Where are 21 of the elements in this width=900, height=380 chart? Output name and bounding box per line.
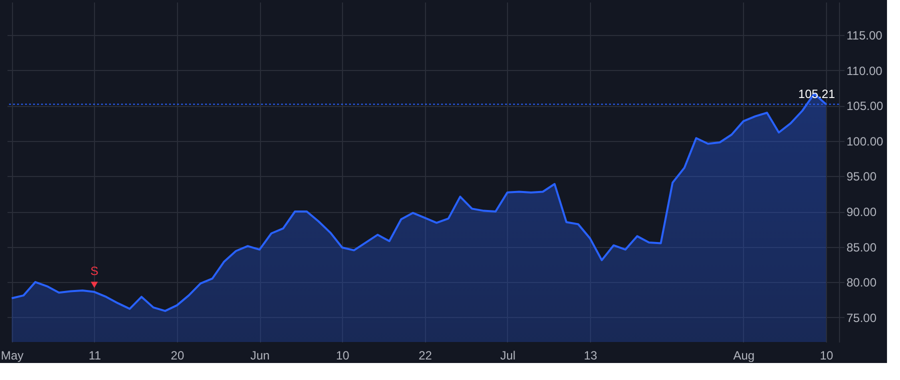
y-tick-label: 115.00 (846, 28, 883, 43)
x-tick-label: Jun (250, 348, 270, 362)
x-tick-label: 10 (820, 348, 834, 362)
y-tick-label: 75.00 (846, 310, 877, 325)
y-tick-label: 105.00 (846, 99, 884, 114)
x-tick-label: 20 (170, 348, 184, 362)
y-tick-label: 85.00 (846, 240, 877, 254)
x-tick-label: 11 (88, 348, 102, 362)
y-tick-label: 80.00 (846, 276, 877, 290)
x-tick-label: Aug (733, 348, 755, 362)
x-tick-label: May (0, 348, 24, 362)
x-tick-label: Jul (500, 348, 516, 362)
y-tick-label: 95.00 (846, 170, 877, 184)
x-tick-label: 13 (584, 348, 598, 362)
annotation: S (90, 264, 98, 278)
x-tick-label: 22 (418, 348, 432, 362)
x-tick-label: 10 (336, 348, 350, 362)
y-tick-label: 90.00 (846, 205, 877, 219)
ref-line-label: 105.21 (798, 87, 836, 102)
y-tick-label: 100.00 (846, 134, 884, 148)
y-tick-label: 110.00 (846, 64, 883, 78)
